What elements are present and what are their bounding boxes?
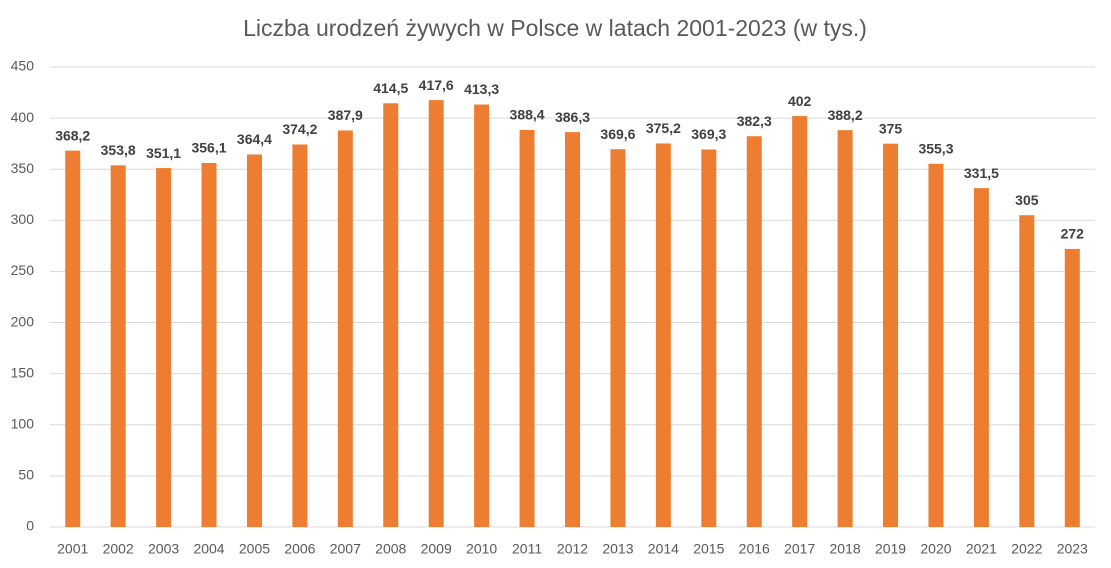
x-tick-label: 2011: [512, 541, 542, 557]
x-tick-label: 2020: [920, 541, 951, 557]
bar: [610, 149, 626, 528]
bar: [701, 149, 717, 527]
bar: [973, 188, 989, 527]
x-tick-label: 2023: [1057, 541, 1088, 557]
bar: [246, 154, 262, 527]
x-tick-label: 2008: [375, 541, 406, 557]
y-tick-label: 200: [11, 313, 35, 329]
x-tick-label: 2005: [239, 541, 270, 557]
x-tick-label: 2003: [148, 541, 179, 557]
x-tick-label: 2018: [830, 541, 861, 557]
value-label: 374,2: [282, 121, 317, 137]
y-tick-label: 50: [18, 467, 34, 483]
y-tick-label: 350: [11, 160, 35, 176]
x-tick-label: 2022: [1011, 541, 1042, 557]
y-tick-label: 250: [11, 262, 35, 278]
value-label: 402: [788, 93, 812, 109]
bar: [792, 116, 808, 528]
x-tick-label: 2007: [330, 541, 361, 557]
x-tick-label: 2006: [284, 541, 315, 557]
value-label: 364,4: [237, 131, 272, 147]
x-tick-label: 2002: [103, 541, 134, 557]
bar: [428, 100, 444, 528]
value-label: 386,3: [555, 109, 590, 125]
y-tick-label: 400: [11, 109, 35, 125]
chart-title: Liczba urodzeń żywych w Polsce w latach …: [243, 15, 867, 41]
bar: [837, 130, 853, 527]
value-label: 368,2: [55, 127, 90, 143]
value-label: 272: [1061, 226, 1085, 242]
bar: [655, 143, 671, 527]
bar: [156, 168, 172, 527]
value-label: 375: [879, 120, 903, 136]
bar: [474, 104, 490, 527]
value-label: 387,9: [328, 107, 363, 123]
value-label: 388,2: [828, 107, 863, 123]
value-label: 356,1: [191, 140, 226, 156]
bar: [292, 144, 308, 528]
bar: [928, 163, 944, 527]
x-tick-label: 2004: [193, 541, 224, 557]
x-tick-label: 2010: [466, 541, 497, 557]
y-tick-label: 300: [11, 211, 35, 227]
bar: [1064, 248, 1080, 527]
y-tick-label: 0: [26, 518, 34, 534]
x-tick-label: 2009: [421, 541, 452, 557]
x-tick-label: 2012: [557, 541, 588, 557]
value-label: 375,2: [646, 120, 681, 136]
y-tick-label: 100: [11, 415, 35, 431]
x-tick-label: 2001: [57, 541, 88, 557]
bar: [565, 132, 580, 528]
value-label: 382,3: [737, 113, 772, 129]
bar: [201, 162, 217, 527]
value-label: 369,3: [691, 126, 726, 142]
y-tick-label: 450: [11, 58, 35, 74]
bar: [746, 136, 762, 527]
value-label: 353,8: [101, 142, 136, 158]
value-label: 414,5: [373, 80, 408, 96]
bar: [110, 165, 126, 528]
x-tick-label: 2014: [648, 541, 679, 557]
bar: [383, 103, 399, 528]
value-label: 413,3: [464, 81, 499, 97]
y-tick-label: 150: [11, 364, 35, 380]
bar: [337, 130, 353, 528]
bar: [65, 150, 81, 527]
value-label: 331,5: [964, 165, 999, 181]
value-label: 417,6: [419, 77, 454, 93]
x-tick-label: 2015: [693, 541, 724, 557]
x-tick-label: 2021: [966, 541, 997, 557]
bar: [1019, 215, 1035, 527]
x-tick-label: 2019: [875, 541, 906, 557]
bar: [519, 129, 535, 528]
bar: [883, 143, 899, 527]
value-label: 355,3: [918, 141, 953, 157]
x-tick-label: 2016: [739, 541, 770, 557]
value-label: 351,1: [146, 145, 181, 161]
value-label: 305: [1015, 192, 1039, 208]
x-tick-label: 2017: [784, 541, 815, 557]
x-tick-label: 2013: [602, 541, 633, 557]
value-label: 388,4: [510, 107, 545, 123]
value-label: 369,6: [600, 126, 635, 142]
